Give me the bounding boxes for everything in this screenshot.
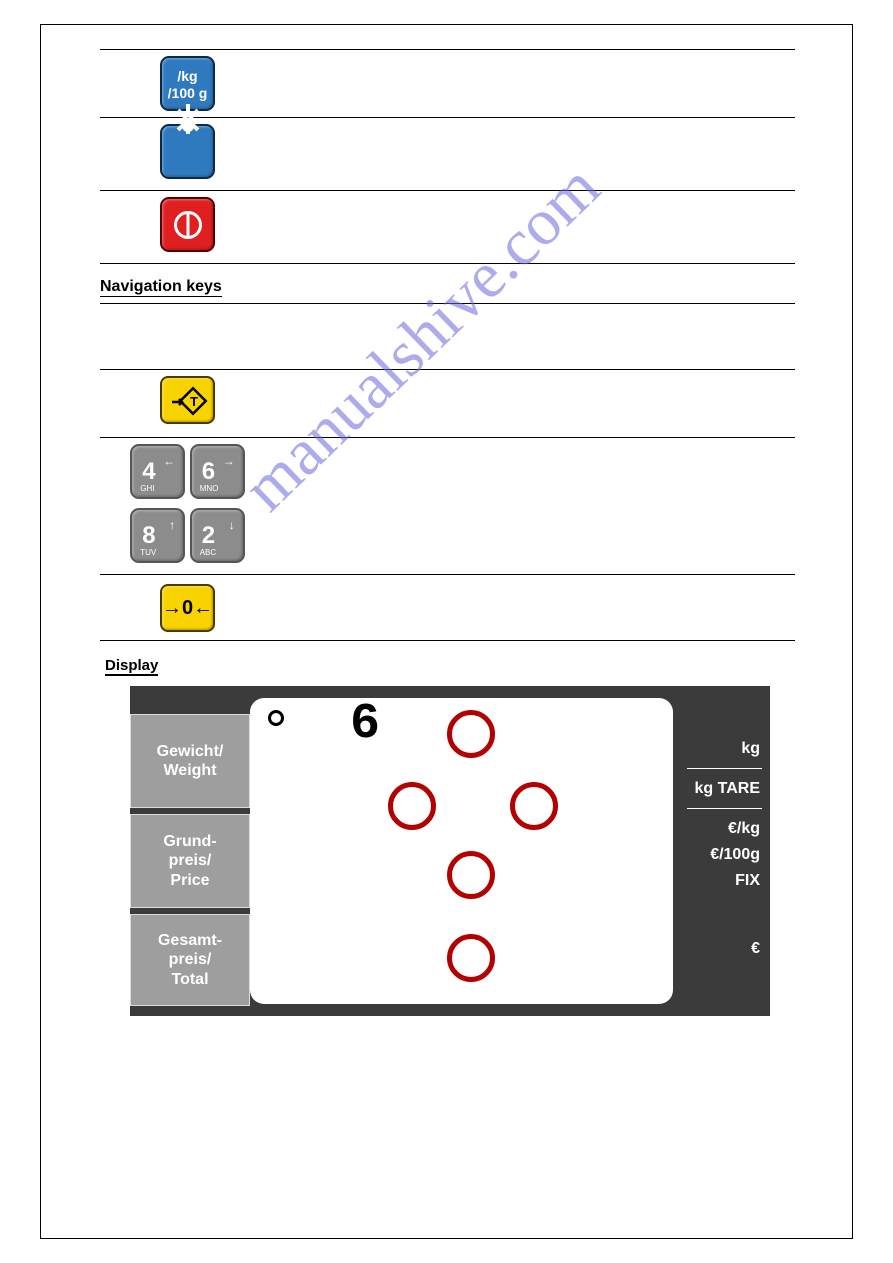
nav-keys-title: Navigation keys (100, 278, 222, 297)
unit-kg: kg (741, 740, 760, 758)
display-panel: Gewicht/ Weight Grund- preis/ Price Gesa… (130, 686, 770, 1016)
function-keys-table: /kg /100 g (100, 49, 795, 264)
kg-100g-key[interactable]: /kg /100 g (160, 56, 215, 111)
tare-icon: T (162, 378, 217, 426)
divider (687, 808, 762, 809)
numeric-key-6[interactable]: 6 MNO → (190, 444, 245, 499)
weight-label: Gewicht/ Weight (130, 714, 250, 808)
zero-key-label: →0← (162, 597, 213, 619)
indicator-circle (268, 710, 284, 726)
numeric-key-4[interactable]: 4 GHI ← (130, 444, 185, 499)
divider (687, 768, 762, 769)
price-label: Grund- preis/ Price (130, 814, 250, 908)
table-row: T (100, 370, 795, 438)
highlight-circle (447, 851, 495, 899)
tare-key[interactable]: T (160, 376, 215, 424)
content: /kg /100 g (100, 49, 795, 1016)
power-key[interactable] (160, 197, 215, 252)
highlight-circle (510, 782, 558, 830)
numeric-key-8[interactable]: 8 TUV ↑ (130, 508, 185, 563)
table-row (100, 191, 795, 264)
unit-fix: FIX (735, 872, 760, 890)
highlight-circle (388, 782, 436, 830)
seg-digit: 6 (350, 696, 380, 753)
total-label: Gesamt- preis/ Total (130, 914, 250, 1006)
table-row: 4 GHI ← 6 MNO → 8 TUV ↑ (100, 438, 795, 575)
highlight-circle (447, 710, 495, 758)
table-row: →0← (100, 575, 795, 641)
highlight-circle (447, 934, 495, 982)
zero-key[interactable]: →0← (160, 584, 215, 632)
table-row (100, 118, 795, 191)
brightness-key[interactable] (160, 124, 215, 179)
table-header (100, 304, 795, 370)
key-text-line1: /kg (177, 68, 197, 84)
unit-eur: € (751, 940, 760, 958)
svg-text:T: T (190, 394, 198, 409)
nav-keys-table: T 4 GHI ← 6 MNO (100, 303, 795, 641)
table-row: /kg /100 g (100, 50, 795, 118)
unit-eur-kg: €/kg (728, 820, 760, 838)
display-title: Display (105, 657, 158, 676)
unit-kg-tare: kg TARE (695, 780, 760, 798)
numeric-key-2[interactable]: 2 ABC ↓ (190, 508, 245, 563)
key-text-line2: /100 g (168, 85, 208, 101)
unit-eur-100g: €/100g (710, 846, 760, 864)
